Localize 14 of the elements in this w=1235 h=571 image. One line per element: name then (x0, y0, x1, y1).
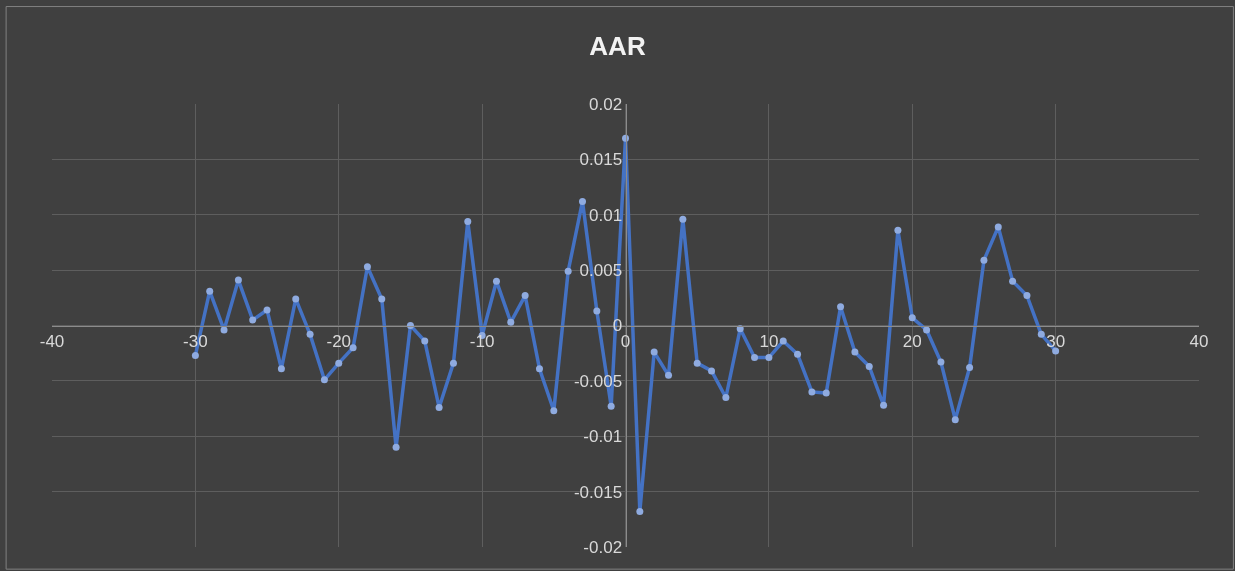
x-tick-label: 20 (902, 331, 922, 351)
y-tick-label: 0 (612, 316, 623, 336)
x-tick-label: -10 (469, 331, 495, 351)
y-tick-label: 0.015 (579, 150, 623, 170)
x-tick-label: 10 (759, 331, 779, 351)
y-tick-label: 0.02 (589, 94, 623, 114)
y-tick-label: -0.02 (583, 537, 623, 557)
y-tick-label: -0.01 (583, 427, 623, 447)
x-tick-label: -20 (326, 331, 352, 351)
y-tick-label: -0.015 (573, 482, 623, 502)
x-tick-label: 30 (1046, 331, 1066, 351)
x-tick-label: -40 (39, 331, 65, 351)
x-tick-label: 40 (1189, 331, 1209, 351)
chart-title: AAR (589, 30, 646, 61)
